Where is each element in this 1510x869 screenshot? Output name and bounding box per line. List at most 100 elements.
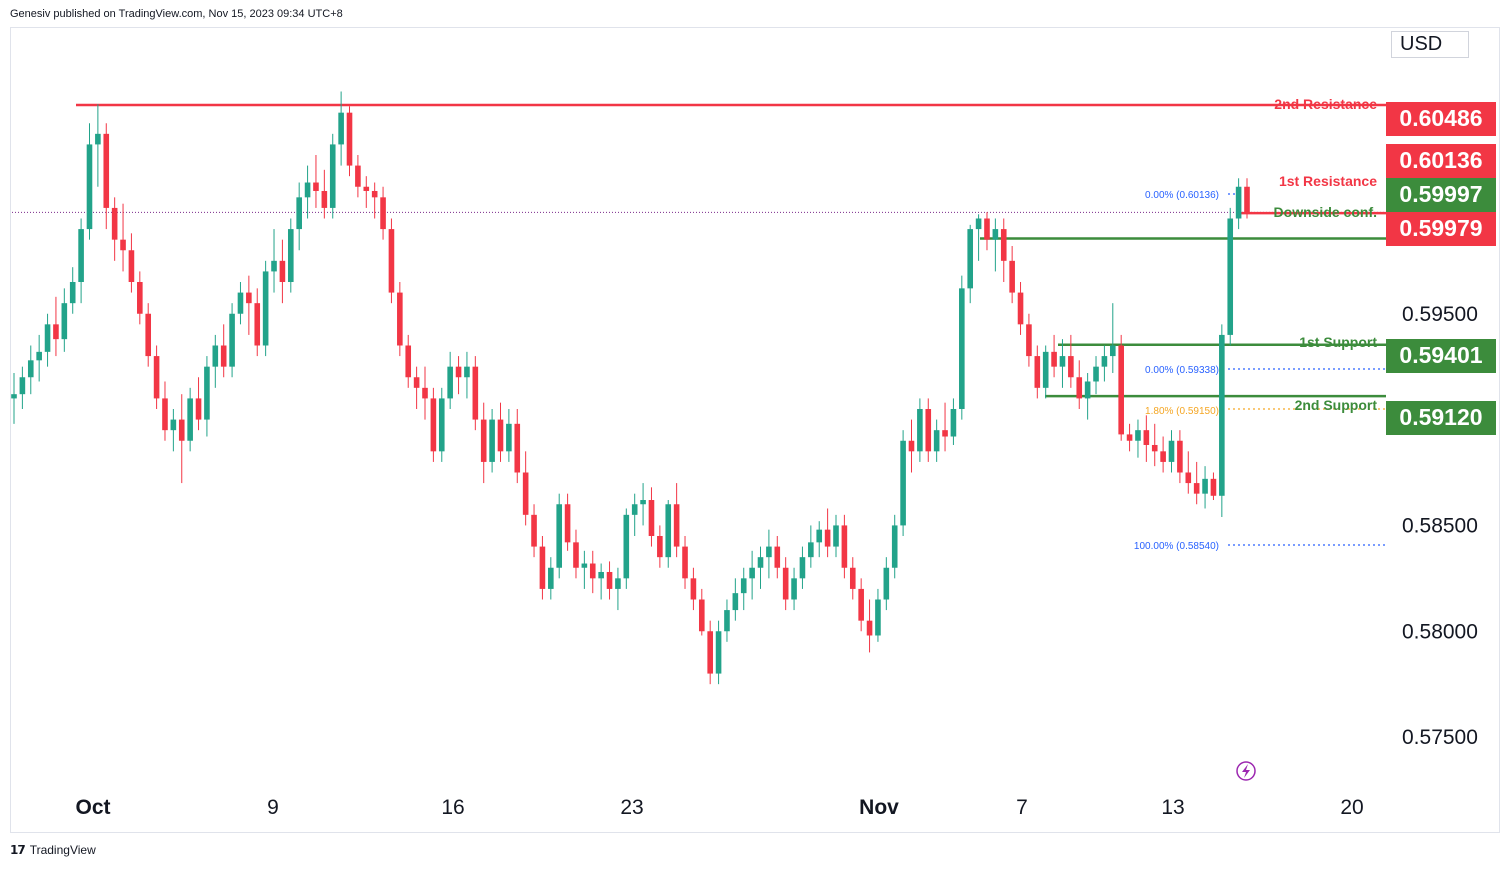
candle-body	[212, 345, 219, 367]
candle-body	[1235, 186, 1242, 219]
candle-body	[564, 504, 571, 543]
tradingview-logo-icon: 𝟭𝟳	[10, 843, 26, 857]
candle-body	[808, 542, 814, 558]
candle-body	[531, 514, 537, 547]
price-tags-layer: 0.60486 0.60136 0.59997 0.59979 0.59401 0.591…	[1386, 102, 1496, 435]
candle-body	[757, 557, 764, 568]
candle-body	[27, 360, 34, 378]
price-tag-box	[1386, 339, 1496, 373]
candle-body	[1185, 472, 1192, 484]
candle-body	[187, 398, 193, 441]
candle-body	[1210, 478, 1217, 496]
candle-body	[1202, 478, 1208, 494]
candle-body	[514, 423, 521, 473]
candle-body	[388, 229, 395, 293]
candle-body	[11, 394, 17, 399]
candle-body	[891, 525, 898, 568]
candle-body	[539, 546, 546, 589]
x-tick-label: 20	[1340, 796, 1363, 819]
lightning-icon[interactable]	[1236, 761, 1256, 781]
candle-body	[1101, 356, 1108, 367]
candle-body	[984, 218, 990, 240]
candle-body	[1009, 260, 1015, 293]
x-tick-label: 23	[620, 796, 643, 819]
candle-body	[816, 529, 823, 543]
candle-body	[841, 525, 848, 568]
candle-body	[1059, 356, 1066, 367]
candle-body	[917, 409, 923, 452]
candle-body	[36, 351, 42, 361]
price-tag-box	[1386, 212, 1496, 246]
candle-body	[480, 419, 487, 462]
candle-body	[1177, 440, 1183, 473]
candle-body	[732, 593, 739, 611]
candle-body	[1093, 366, 1099, 382]
candle-body	[254, 303, 261, 346]
candle-body	[1068, 356, 1074, 378]
chart-frame	[10, 27, 1500, 833]
candle-body	[430, 398, 437, 452]
candle-body	[1227, 218, 1234, 335]
tradingview-footer[interactable]: 𝟭𝟳 TradingView	[10, 843, 96, 857]
candle-body	[220, 345, 227, 367]
candle-body	[438, 398, 445, 452]
candle-body	[262, 271, 269, 346]
candle-body	[824, 529, 831, 547]
candle-body	[631, 504, 638, 515]
candle-body	[229, 313, 235, 367]
price-tag-box	[1386, 102, 1496, 136]
candle-body	[279, 260, 286, 282]
candle-body	[908, 440, 915, 452]
candle-body	[346, 112, 353, 166]
candle-body	[573, 542, 579, 568]
fib-label: 100.00% (0.58540)	[1134, 541, 1219, 552]
candle-body	[497, 419, 504, 452]
candle-body	[1017, 292, 1024, 325]
candle-body	[1151, 444, 1158, 452]
candle-body	[673, 504, 680, 547]
candle-body	[782, 567, 789, 600]
candle-body	[204, 366, 210, 420]
candle-body	[623, 514, 630, 579]
candle-body	[246, 292, 252, 304]
candle-body	[111, 207, 118, 240]
level-label: 1st Support	[1299, 334, 1377, 350]
candle-body	[598, 571, 604, 579]
candle-body	[1126, 434, 1133, 441]
y-tick-label: 0.59500	[1402, 303, 1478, 326]
candle-body	[464, 366, 470, 378]
candle-body	[413, 377, 420, 388]
candle-body	[237, 292, 244, 314]
price-tag-label: 0.59120	[1399, 404, 1482, 430]
level-label: 2nd Support	[1295, 397, 1378, 413]
candle-body	[740, 578, 747, 594]
candle-body	[489, 419, 495, 462]
fib-label: 0.00% (0.59338)	[1145, 365, 1219, 376]
candle-body	[1034, 356, 1041, 388]
candle-body	[548, 567, 554, 589]
candle-body	[522, 472, 529, 515]
x-tick-label: Oct	[75, 796, 110, 819]
candle-body	[1244, 186, 1250, 213]
candle-body	[866, 620, 873, 636]
candle-body	[1109, 345, 1116, 357]
price-tag-label: 0.59979	[1399, 215, 1482, 241]
currency-selector[interactable]: USD	[1391, 31, 1469, 58]
candle-body	[86, 144, 93, 230]
candle-body	[69, 282, 76, 304]
candle-body	[967, 229, 974, 289]
candle-body	[95, 133, 101, 145]
candle-body	[707, 631, 713, 674]
candle-body	[61, 303, 68, 340]
x-tick-label: 9	[267, 796, 279, 819]
candle-body	[858, 588, 864, 621]
candle-body	[338, 112, 344, 145]
candle-body	[1135, 430, 1141, 441]
candle-body	[715, 631, 722, 674]
candle-body	[992, 229, 999, 240]
candle-body	[103, 133, 110, 208]
x-tick-label: 16	[441, 796, 464, 819]
candle-body	[472, 366, 479, 420]
level-label: Downside conf.	[1274, 204, 1377, 220]
